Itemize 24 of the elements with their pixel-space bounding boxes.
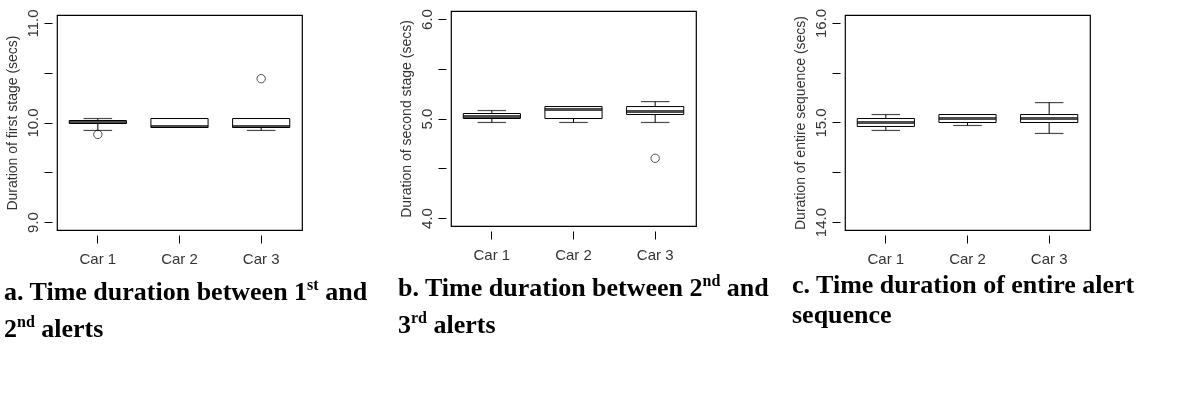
y-axis-title: Duration of entire sequence (secs) (791, 16, 808, 230)
chart-title: b. Time duration between 2$^{nd}$ and 3$^{rd}$ alerts (398, 272, 769, 339)
x-tick-label: Car 3 (636, 245, 674, 263)
x-tick-label: Car 2 (949, 249, 986, 267)
x-tick-label: Car 3 (242, 249, 280, 267)
y-tick-label: 16.0 (811, 8, 829, 39)
y-tick-label: 10.0 (23, 108, 41, 138)
x-tick-label: Car 1 (867, 249, 905, 267)
y-tick-label: 11.0 (23, 9, 41, 38)
text: c. Time duration of entire alert sequence (791, 269, 1136, 330)
chart-title: a. Time duration between 1$^{st}$ and 2$^{nd}$ alerts (4, 276, 368, 343)
y-axis-title: Duration of first stage (secs) (3, 35, 20, 211)
x-tick-label: Car 3 (1030, 249, 1068, 267)
x-tick-label: Car 2 (555, 245, 592, 263)
y-tick-label: 14.0 (811, 207, 829, 238)
y-tick-label: 15.0 (811, 108, 829, 138)
y-axis-title: Duration of second stage (secs) (397, 20, 414, 218)
y-tick-label: 6.0 (417, 9, 435, 30)
y-tick-label: 9.0 (23, 212, 41, 233)
y-tick-label: 5.0 (417, 108, 435, 130)
y-tick-label: 4.0 (417, 208, 435, 229)
x-tick-label: Car 1 (79, 249, 117, 267)
x-tick-label: Car 1 (473, 245, 511, 263)
x-tick-label: Car 2 (161, 249, 198, 267)
